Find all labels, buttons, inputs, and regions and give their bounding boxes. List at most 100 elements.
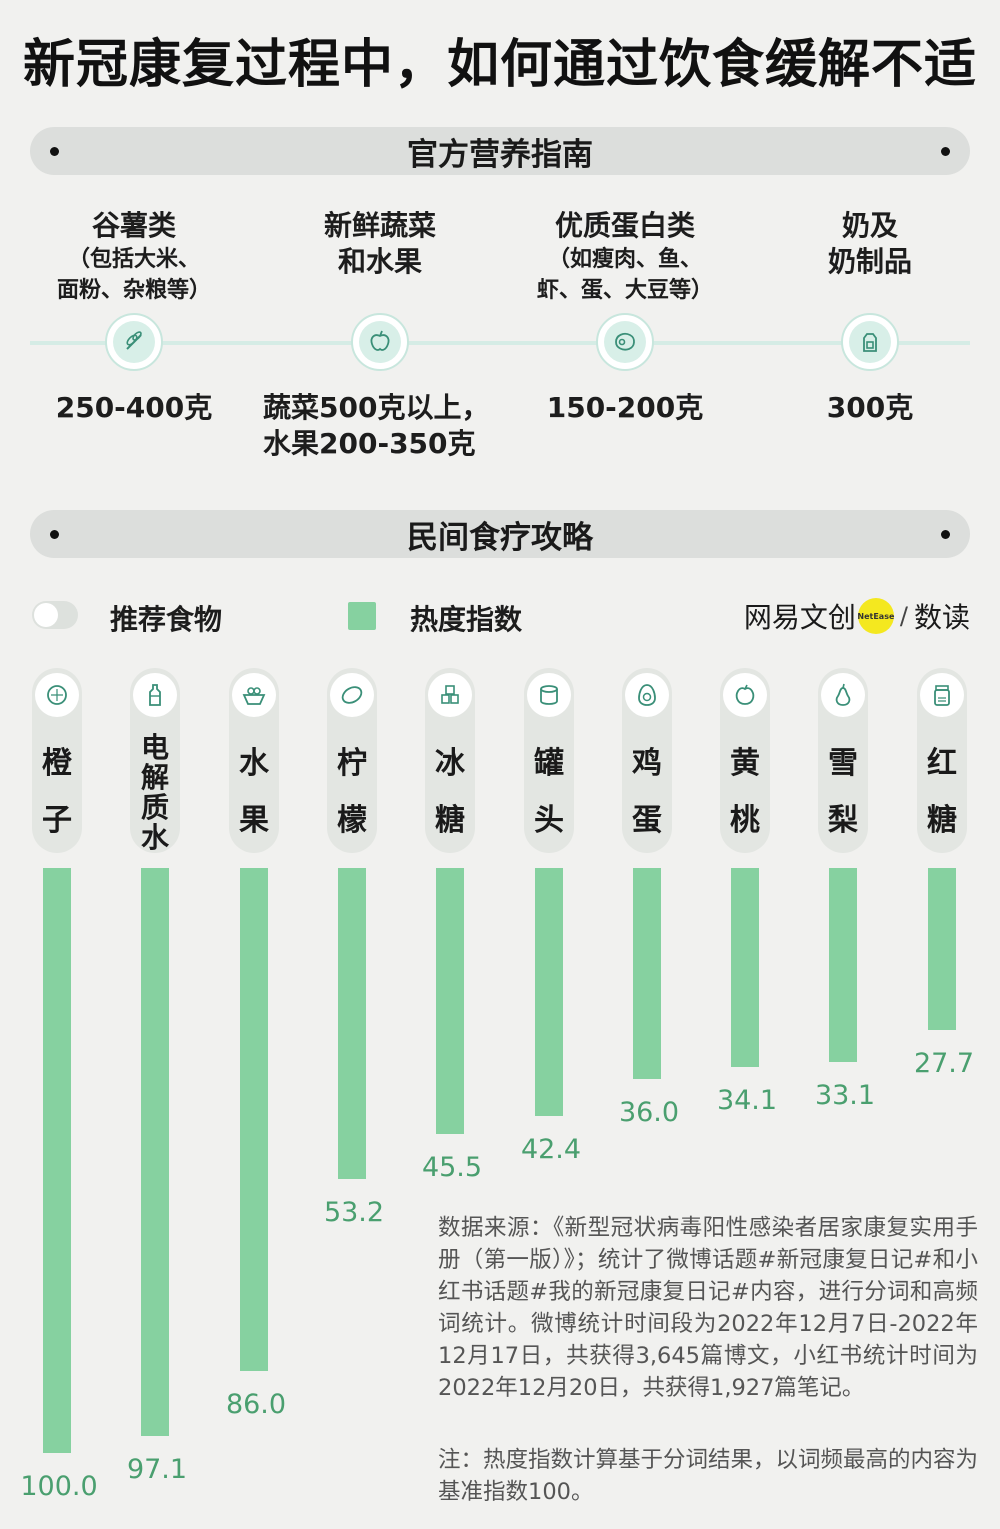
food-name-char: 桃 [730,803,760,838]
bar-橙子 [43,868,71,1453]
brand-badge: NetEase [857,598,894,634]
section-title: 民间食疗攻略 [407,519,593,556]
sugar-cube-icon [428,673,472,717]
brand-logo: 网易文创 NetEase / 数读 [744,596,970,636]
bar-value-label: 45.5 [421,1152,483,1183]
bar-value-label: 97.1 [126,1454,188,1485]
food-label-2: 电解质水 [130,668,180,854]
guide-item: 新鲜蔬菜 和水果 [260,208,500,280]
bar-value-label: 86.0 [225,1389,287,1420]
section-title: 官方营养指南 [407,136,593,173]
guide-item: 谷薯类 （包括大米、 面粉、杂粮等） [14,208,254,306]
food-name-char: 头 [534,803,564,838]
guide-category-name: 谷薯类 [91,209,176,242]
legend-index-label: 热度指数 [410,603,523,636]
food-name-char: 冰 [435,746,465,781]
bar-value-label: 33.1 [814,1080,876,1111]
peach-icon [723,673,767,717]
bullet-dot-left [50,147,59,156]
guide-amount-line: 水果200-350克 [263,427,476,460]
food-name-char: 梨 [828,803,858,838]
milk-carton-icon [841,313,899,371]
food-name-char: 雪 [828,746,858,781]
bar-value-label: 34.1 [716,1085,778,1116]
bar-柠檬 [338,868,366,1179]
food-name-char: 糖 [927,803,957,838]
guide-category-note: （包括大米、 [67,247,200,272]
bar-value-label: 100.0 [20,1471,98,1502]
guide-category-note: 虾、蛋、大豆等） [536,278,713,303]
guide-item: 优质蛋白类 （如瘦肉、鱼、 虾、蛋、大豆等） [505,208,745,306]
page-title: 新冠康复过程中，如何通过饮食缓解不适 [22,35,977,95]
bar-冰糖 [436,868,464,1134]
guide-category-name: 优质蛋白类 [554,209,695,242]
bottle-icon [133,673,177,717]
food-name-char: 罐 [534,746,564,781]
food-name-char: 红 [927,746,957,781]
food-label-7: 鸡蛋 [622,668,672,853]
guide-amount: 300克 [750,390,990,426]
food-name-char: 子 [42,803,72,838]
food-name-char: 水 [140,821,169,854]
data-source-text: 数据来源：《新型冠状病毒阳性感染者居家康复实用手册（第一版）》；统计了微博话题#… [438,1215,978,1401]
food-label-5: 冰糖 [425,668,475,853]
food-name-char: 果 [239,803,269,838]
bar-value-label: 53.2 [323,1197,385,1228]
egg-icon [625,673,669,717]
guide-category-name: 奶制品 [827,245,912,278]
bullet-dot-left [50,530,59,539]
wheat-icon [105,313,163,371]
section-header-folk: 民间食疗攻略 [30,510,970,558]
guide-amount: 250-400克 [14,390,254,426]
legend-foods-marker [32,601,78,629]
food-name-char: 橙 [42,746,72,781]
bar-鸡蛋 [633,868,661,1079]
brand-suffix: 数读 [913,601,970,634]
food-name-char: 质 [140,791,169,824]
food-name-char: 黄 [730,746,760,781]
brand-name: 网易文创 [743,601,856,634]
orange-icon [35,673,79,717]
bar-水果 [240,868,268,1371]
food-name-char: 电 [140,731,169,764]
food-name-char: 蛋 [632,803,662,838]
food-label-8: 黄桃 [720,668,770,853]
guide-category-note: 面粉、杂粮等） [56,278,211,303]
bullet-dot-right [941,530,950,539]
food-label-9: 雪梨 [818,668,868,853]
bar-value-label: 27.7 [913,1048,975,1079]
timeline-line [30,341,970,345]
fruit-basket-icon [232,673,276,717]
bar-黄桃 [731,868,759,1067]
guide-amount: 150-200克 [505,390,745,426]
section-header-official: 官方营养指南 [30,127,970,175]
bar-电解质水 [141,868,169,1436]
food-name-char: 解 [140,761,169,794]
food-label-1: 橙子 [32,668,82,853]
meat-icon [596,313,654,371]
brown-sugar-jar-icon [920,673,964,717]
food-name-char: 檬 [337,803,367,838]
bar-value-label: 36.0 [618,1097,680,1128]
guide-item: 奶及 奶制品 [750,208,990,280]
food-label-3: 水果 [229,668,279,853]
bullet-dot-right [941,147,950,156]
bar-红糖 [928,868,956,1030]
apple-icon [351,313,409,371]
guide-amount-line: 蔬菜500克以上， [263,391,490,424]
bar-value-label: 42.4 [520,1134,582,1165]
legend-foods-label: 推荐食物 [110,603,223,636]
guide-amount: 蔬菜500克以上， 水果200-350克 [263,390,503,462]
food-name-char: 水 [239,746,269,781]
pear-icon [821,673,865,717]
food-name-char: 糖 [435,803,465,838]
guide-category-note: （如瘦肉、鱼、 [547,247,702,272]
food-label-6: 罐头 [524,668,574,853]
guide-category-name: 和水果 [337,245,422,278]
food-label-4: 柠檬 [327,668,377,853]
bar-雪梨 [829,868,857,1062]
guide-amount-line: 150-200克 [546,391,704,424]
food-label-10: 红糖 [917,668,967,853]
brand-slash: / [899,602,908,630]
lemon-icon [330,673,374,717]
